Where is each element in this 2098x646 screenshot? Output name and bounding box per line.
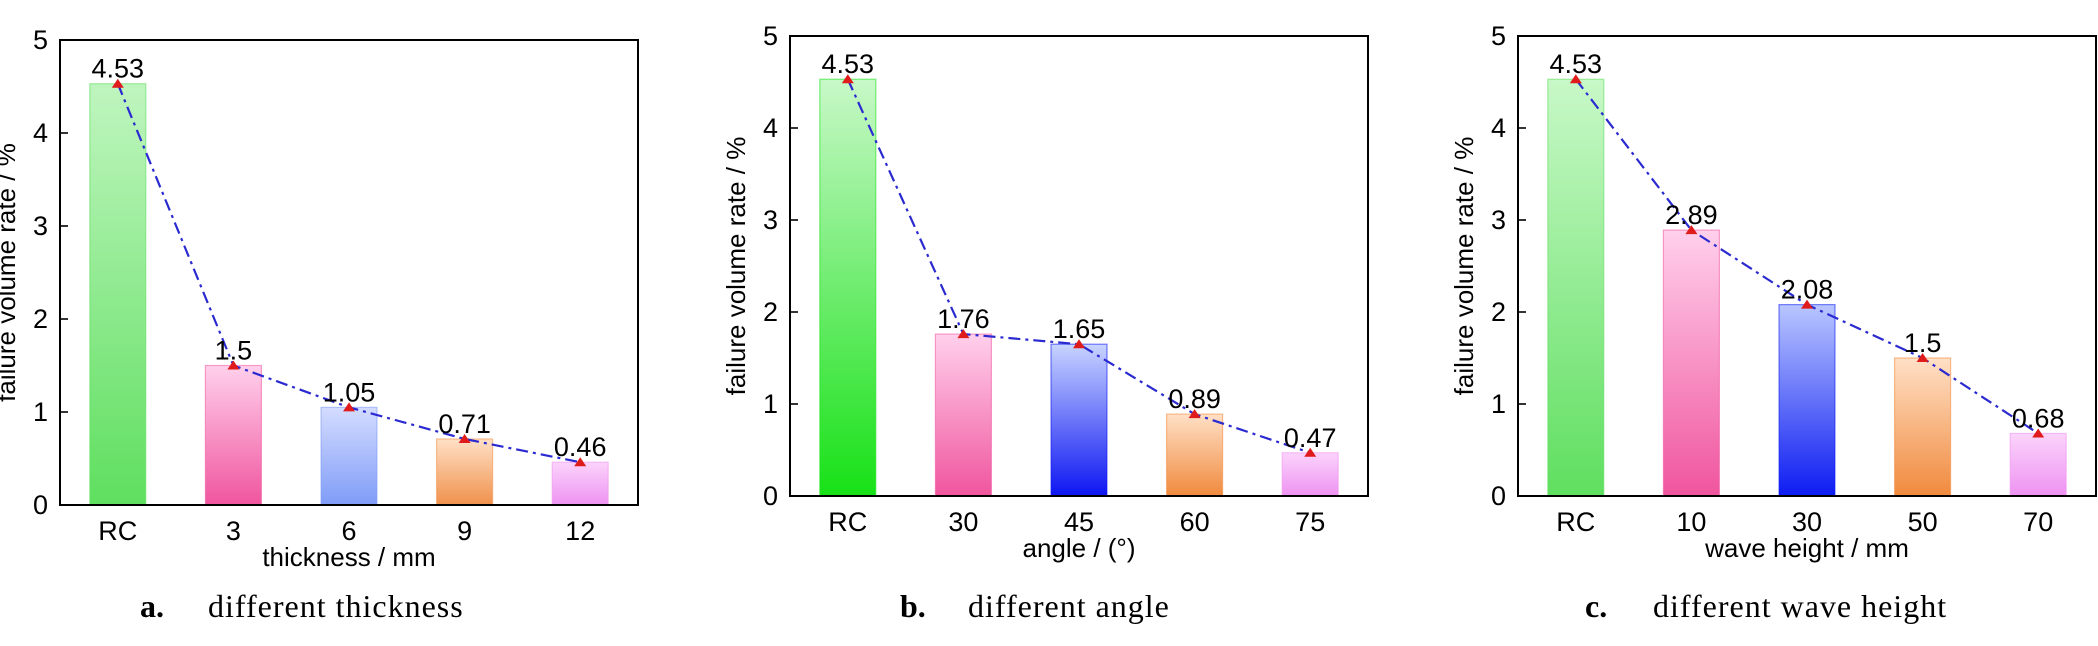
data-marker <box>111 78 124 88</box>
y-tick-label: 1 <box>33 397 48 427</box>
data-marker <box>957 329 970 339</box>
value-label: 4.53 <box>1550 49 1603 79</box>
data-marker <box>841 74 854 84</box>
y-tick-label: 3 <box>763 205 778 235</box>
x-tick-label: 70 <box>2023 507 2053 537</box>
caption-text: different angle <box>968 588 1170 624</box>
y-tick-label: 5 <box>1491 21 1506 51</box>
bar-6 <box>320 406 378 506</box>
data-marker <box>1304 447 1317 457</box>
data-marker <box>458 433 471 443</box>
bar-10 <box>1662 229 1721 497</box>
value-label: 0.47 <box>1284 423 1337 453</box>
bar-RC <box>1547 78 1605 497</box>
y-tick-label: 3 <box>1491 205 1506 235</box>
y-tick-label: 2 <box>1491 297 1506 327</box>
data-marker <box>574 457 587 467</box>
y-tick-label: 0 <box>33 490 48 520</box>
x-tick-label: RC <box>1556 507 1595 537</box>
bar-30 <box>934 333 993 497</box>
bar-RC <box>819 78 877 497</box>
bar-50 <box>1893 357 1952 497</box>
bar-3 <box>204 364 262 506</box>
trend-line <box>846 78 1311 454</box>
value-label: 0.89 <box>1168 384 1221 414</box>
value-label: 0.68 <box>2012 403 2065 433</box>
y-tick-label: 1 <box>763 389 778 419</box>
plot-frame <box>789 35 1369 497</box>
caption-letter: b. <box>900 588 926 624</box>
plot-frame <box>59 39 639 506</box>
caption-text: different thickness <box>208 588 464 624</box>
y-tick-label: 1 <box>1491 389 1506 419</box>
y-tick-label: 0 <box>1491 481 1506 511</box>
bar-60 <box>1165 413 1224 497</box>
data-marker <box>1569 74 1582 84</box>
bar-12 <box>551 461 609 506</box>
data-marker <box>1916 353 1929 362</box>
x-axis-label: thickness / mm <box>262 542 435 572</box>
x-tick-label: 3 <box>226 516 241 546</box>
y-tick-label: 2 <box>763 297 778 327</box>
bar-75 <box>1281 452 1339 497</box>
bar-30 <box>1778 304 1836 497</box>
value-label: 1.5 <box>1904 328 1942 358</box>
data-marker <box>227 360 240 370</box>
y-tick-label: 4 <box>1491 113 1506 143</box>
data-marker <box>1073 339 1085 349</box>
x-tick-label: 30 <box>1792 507 1822 537</box>
caption-letter: a. <box>140 588 164 624</box>
plot-frame <box>1517 35 2097 497</box>
y-tick-label: 5 <box>763 21 778 51</box>
x-tick-label: 6 <box>341 516 356 546</box>
value-label: 1.65 <box>1053 314 1106 344</box>
y-axis-label: failure volume rate / % <box>721 137 751 396</box>
x-tick-label: 9 <box>457 516 472 546</box>
bar-70 <box>2009 432 2067 497</box>
y-tick-label: 4 <box>33 118 48 148</box>
y-tick-label: 3 <box>33 211 48 241</box>
value-label: 0.71 <box>438 409 491 439</box>
caption-text: different wave height <box>1653 588 1947 624</box>
value-label: 0.46 <box>554 432 607 462</box>
caption-letter: c. <box>1585 588 1607 624</box>
y-axis-label: failure volume rate / % <box>1449 137 1479 396</box>
data-marker <box>2032 428 2045 438</box>
bar-9 <box>436 438 494 506</box>
value-label: 4.53 <box>92 54 145 84</box>
chart-panel-3: 0 1 2 3 4 5 RC 10 30 50 70 wave height / mm failure … <box>1449 21 2097 624</box>
value-label: 1.5 <box>215 336 253 366</box>
x-tick-label: 10 <box>1676 507 1706 537</box>
value-label: 2.89 <box>1665 200 1718 230</box>
value-label: 4.53 <box>822 49 875 79</box>
data-marker <box>1801 299 1813 309</box>
x-axis-label: wave height / mm <box>1704 533 1909 563</box>
x-tick-label: 60 <box>1180 507 1210 537</box>
x-tick-label: 30 <box>948 507 978 537</box>
x-tick-label: RC <box>98 516 137 546</box>
value-label: 1.05 <box>323 377 376 407</box>
bar-45 <box>1050 343 1108 497</box>
x-tick-label: 12 <box>565 516 595 546</box>
y-tick-label: 0 <box>763 481 778 511</box>
value-label: 1.76 <box>937 304 990 334</box>
y-tick-label: 2 <box>33 304 48 334</box>
data-marker <box>1188 409 1201 419</box>
data-marker <box>343 402 355 412</box>
y-tick-label: 5 <box>33 25 48 55</box>
x-tick-label: 45 <box>1064 507 1094 537</box>
x-tick-label: RC <box>828 507 867 537</box>
x-tick-label: 50 <box>1908 507 1938 537</box>
x-tick-label: 75 <box>1295 507 1325 537</box>
x-axis-label: angle / (°) <box>1022 533 1135 563</box>
y-axis-label: failure volume rate / % <box>0 143 21 402</box>
bar-RC <box>89 83 147 506</box>
value-label: 2.08 <box>1781 275 1834 305</box>
y-tick-label: 4 <box>763 113 778 143</box>
data-marker <box>1685 225 1698 235</box>
